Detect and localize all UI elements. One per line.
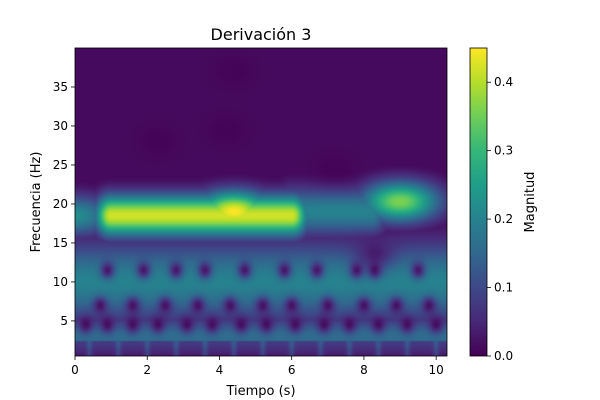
axes: 0 2 4 6 8 10 5 10 15 20 25 30 35 <box>53 47 448 377</box>
heatmap-area <box>75 48 447 356</box>
colorbar-frame <box>469 47 488 357</box>
x-tick-label: 10 <box>429 363 444 377</box>
colorbar: 0.0 0.1 0.2 0.3 0.4 <box>469 47 513 363</box>
x-tick-label: 2 <box>143 363 151 377</box>
colorbar-tick-label: 0.2 <box>494 212 513 226</box>
colorbar-tick-label: 0.4 <box>494 75 513 89</box>
plot-frame <box>74 47 448 357</box>
x-tick-label: 4 <box>216 363 224 377</box>
y-tick-label: 5 <box>60 314 68 328</box>
y-tick-label: 15 <box>53 236 68 250</box>
colorbar-tick-label: 0.3 <box>494 144 513 158</box>
chart-title: Derivación 3 <box>211 25 312 44</box>
colorbar-label: Magnitud <box>523 172 538 233</box>
x-tick-label: 6 <box>288 363 296 377</box>
y-tick-label: 10 <box>53 275 68 289</box>
y-tick-label: 30 <box>53 119 68 133</box>
colorbar-tick-label: 0.1 <box>494 281 513 295</box>
colorbar-tick-label: 0.0 <box>494 349 513 363</box>
heatmap-image <box>75 48 447 356</box>
x-tick-label: 0 <box>71 363 79 377</box>
y-tick-label: 25 <box>53 158 68 172</box>
colorbar-gradient <box>470 48 487 356</box>
y-tick-label: 35 <box>53 80 68 94</box>
x-tick-label: 8 <box>360 363 368 377</box>
y-axis-label: Frecuencia (Hz) <box>29 152 44 253</box>
x-axis-label: Tiempo (s) <box>225 384 295 399</box>
y-tick-label: 20 <box>53 197 68 211</box>
